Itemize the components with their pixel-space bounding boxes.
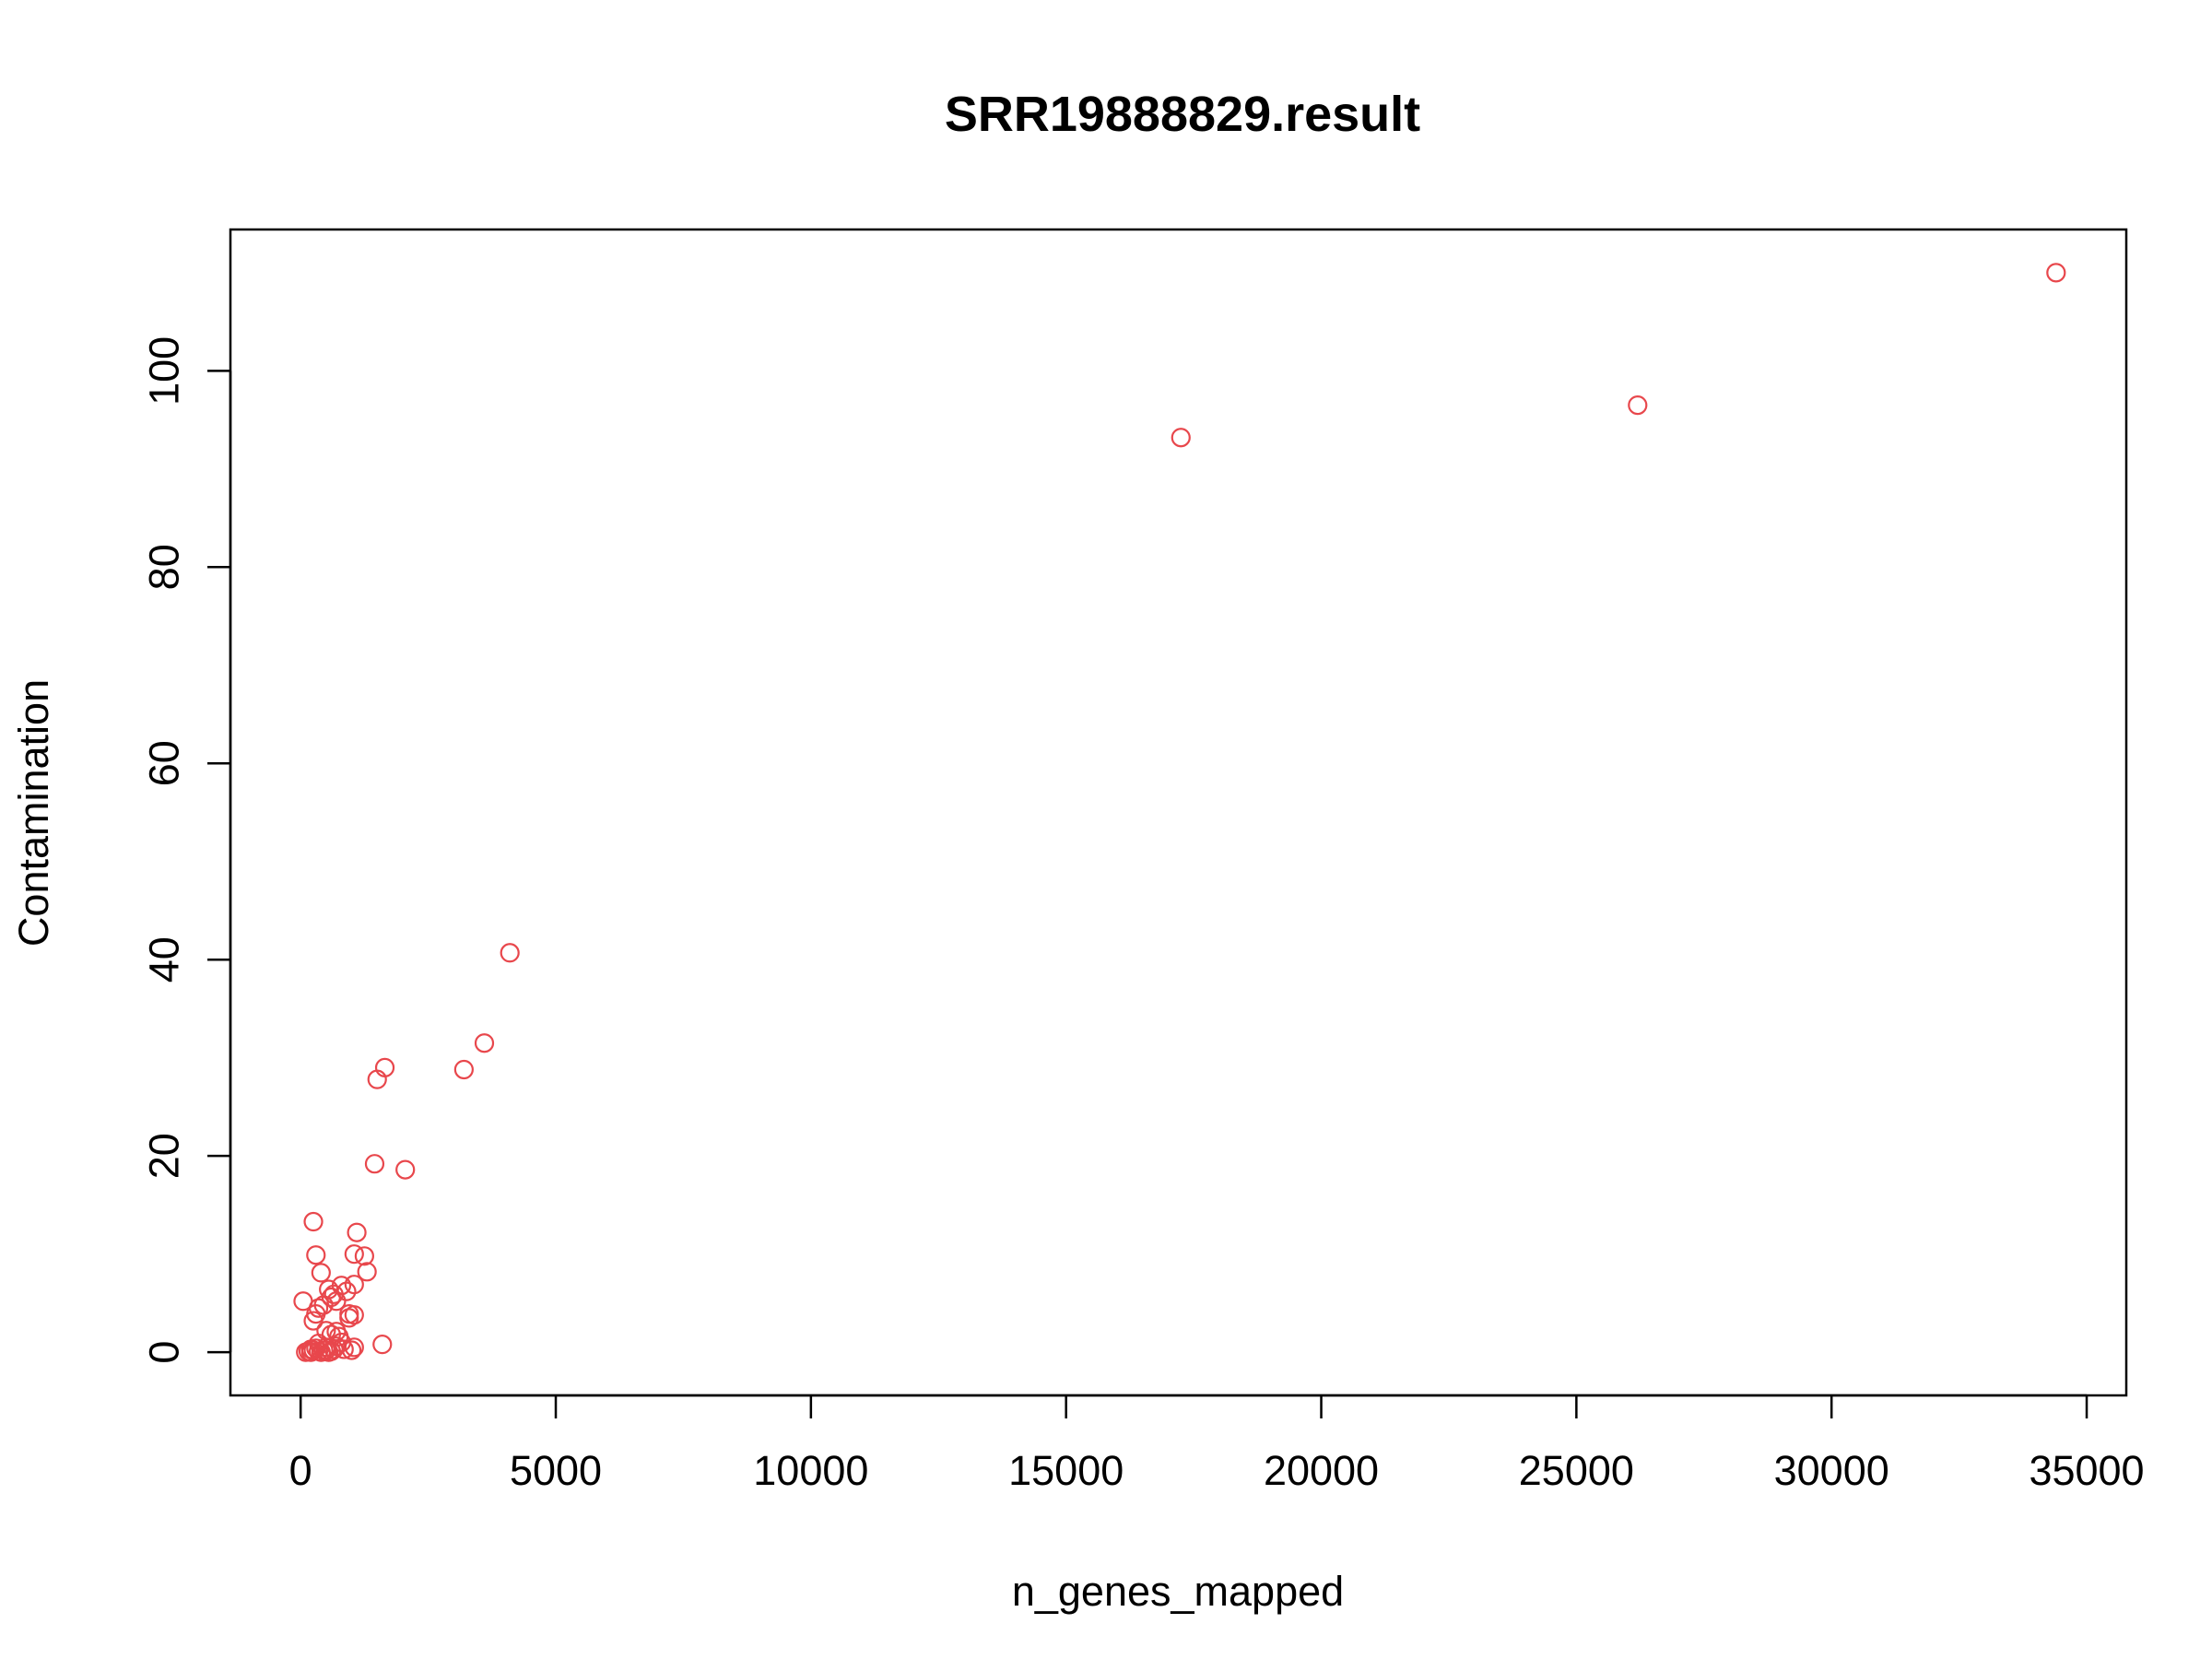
data-point (344, 1337, 364, 1358)
y-tick-label: 0 (141, 1341, 188, 1364)
data-point (344, 1305, 364, 1325)
x-tick-label: 30000 (1774, 1447, 1889, 1494)
data-point (367, 1069, 387, 1089)
x-axis-label: n_genes_mapped (1012, 1568, 1344, 1615)
y-axis: 0 20 40 60 80 100 (141, 336, 232, 1364)
y-tick-label: 100 (141, 336, 188, 406)
x-tick-label: 0 (289, 1447, 312, 1494)
data-point (372, 1335, 393, 1355)
data-point (357, 1262, 377, 1282)
data-point (344, 1244, 364, 1265)
y-tick-label: 80 (141, 544, 188, 590)
data-point (339, 1308, 359, 1328)
data-point (395, 1159, 416, 1180)
data-point (316, 1340, 336, 1360)
data-point (319, 1342, 339, 1362)
data-point (1171, 428, 1191, 448)
x-tick-label: 35000 (2029, 1447, 2144, 1494)
data-point (344, 1275, 364, 1295)
chart-title: SRR19888829.result (945, 87, 1420, 142)
data-point (306, 1245, 326, 1265)
data-point (311, 1263, 331, 1283)
data-point (326, 1291, 347, 1312)
y-tick-label: 40 (141, 936, 188, 982)
y-tick-label: 20 (141, 1133, 188, 1179)
data-point (453, 1059, 474, 1080)
data-point (364, 1154, 385, 1174)
data-point (303, 1211, 324, 1232)
data-point (354, 1246, 374, 1266)
plot-frame (229, 228, 2128, 1397)
x-tick-label: 15000 (1008, 1447, 1124, 1494)
data-point (474, 1033, 495, 1053)
data-point (296, 1342, 316, 1362)
x-tick-label: 25000 (1519, 1447, 1634, 1494)
data-point (303, 1311, 324, 1331)
x-tick-label: 5000 (510, 1447, 602, 1494)
data-point (1628, 395, 1648, 416)
data-points (293, 263, 2066, 1362)
x-tick-label: 20000 (1264, 1447, 1379, 1494)
data-point (308, 1341, 329, 1361)
x-tick-label: 10000 (753, 1447, 868, 1494)
y-axis-label: Contamination (10, 679, 57, 947)
y-tick-label: 60 (141, 740, 188, 786)
x-axis: 0 5000 10000 15000 20000 25000 30000 35000 (289, 1394, 2145, 1494)
data-point (500, 943, 520, 963)
data-point (2046, 263, 2066, 283)
data-point (341, 1340, 362, 1360)
data-point (347, 1222, 367, 1242)
